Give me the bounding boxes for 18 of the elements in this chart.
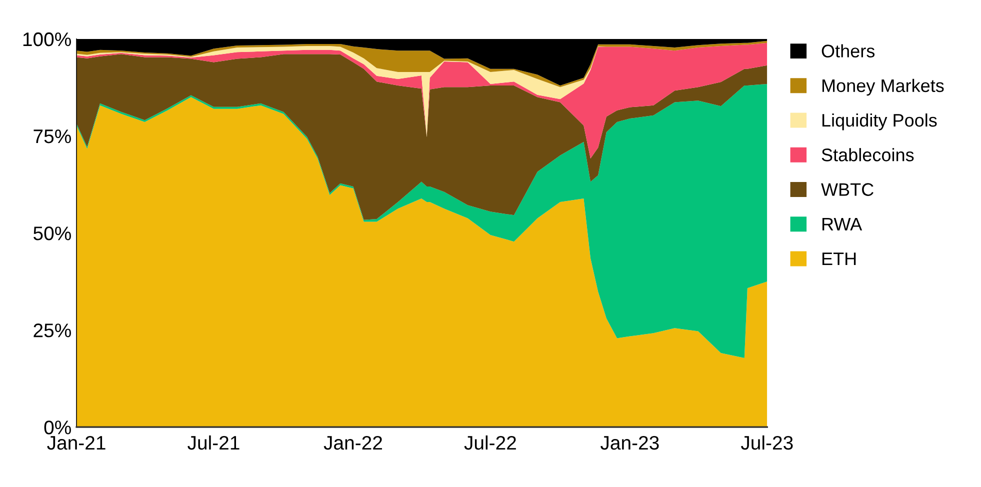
- x-tick-label: Jan-22: [324, 436, 382, 450]
- y-tick-label: 25%: [34, 324, 71, 338]
- legend-label: WBTC: [821, 183, 874, 196]
- x-tick-label: Jan-23: [600, 436, 659, 450]
- x-tick-label: Jul-21: [188, 435, 240, 450]
- legend-label: ETH: [822, 252, 856, 266]
- x-tick-label: Jan-21: [47, 436, 106, 450]
- x-tick-label: Jul-22: [464, 435, 516, 450]
- legend-label: Liquidity Pools: [822, 113, 937, 130]
- legend-label: Money Markets: [822, 78, 944, 96]
- x-tick-label: Jul-23: [740, 435, 793, 450]
- legend-label: Others: [822, 44, 875, 58]
- legend-label: Stablecoins: [822, 148, 914, 162]
- legend-label: RWA: [822, 218, 862, 230]
- y-tick-label: 0%: [44, 420, 71, 434]
- y-tick-label: 75%: [34, 130, 71, 144]
- y-tick-label: 50%: [34, 226, 71, 240]
- y-tick-label: 100%: [23, 32, 71, 46]
